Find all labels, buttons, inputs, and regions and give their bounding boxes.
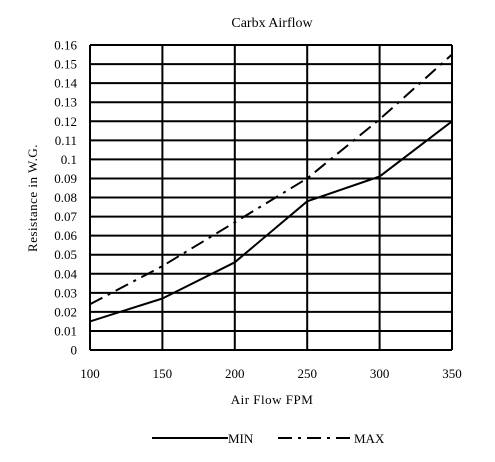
y-tick-label: 0.08 bbox=[54, 190, 77, 205]
y-tick-label: 0.1 bbox=[61, 152, 77, 167]
y-tick-label: 0.05 bbox=[54, 247, 77, 262]
x-tick-label: 200 bbox=[225, 366, 245, 381]
y-tick-label: 0.07 bbox=[54, 209, 77, 224]
y-tick-label: 0.03 bbox=[54, 285, 77, 300]
y-tick-label: 0.04 bbox=[54, 266, 77, 281]
grid bbox=[89, 44, 453, 351]
legend-label-max: MAX bbox=[354, 431, 385, 446]
y-tick-label: 0.13 bbox=[54, 95, 77, 110]
x-tick-label: 350 bbox=[442, 366, 462, 381]
x-tick-label: 150 bbox=[153, 366, 173, 381]
y-tick-label: 0.02 bbox=[54, 304, 77, 319]
x-tick-label: 250 bbox=[297, 366, 317, 381]
series-line-max bbox=[89, 53, 453, 306]
y-tick-labels: 0 0.01 0.02 0.03 0.04 0.05 0.06 0.07 0.08 0.09 0.1… bbox=[54, 38, 77, 358]
legend: MIN MAX bbox=[152, 431, 385, 446]
x-axis-label: Air Flow FPM bbox=[231, 392, 314, 407]
x-tick-label: 300 bbox=[370, 366, 390, 381]
y-axis-label: Resistance in W.G. bbox=[25, 144, 40, 252]
x-tick-label: 100 bbox=[80, 366, 100, 381]
chart-title: Carbx Airflow bbox=[231, 16, 313, 31]
series-line-min bbox=[89, 120, 453, 323]
y-tick-label: 0.16 bbox=[54, 38, 77, 53]
legend-label-min: MIN bbox=[228, 431, 254, 446]
y-tick-label: 0.09 bbox=[54, 171, 77, 186]
y-tick-label: 0.14 bbox=[54, 76, 77, 91]
y-tick-label: 0.12 bbox=[54, 114, 77, 129]
y-tick-label: 0.01 bbox=[54, 323, 77, 338]
y-tick-label: 0.06 bbox=[54, 228, 77, 243]
series-lines bbox=[89, 53, 453, 323]
y-tick-label: 0.11 bbox=[55, 133, 77, 148]
y-tick-label: 0.15 bbox=[54, 57, 77, 72]
x-tick-labels: 100 150 200 250 300 350 bbox=[80, 366, 462, 381]
y-tick-label: 0 bbox=[71, 343, 78, 358]
